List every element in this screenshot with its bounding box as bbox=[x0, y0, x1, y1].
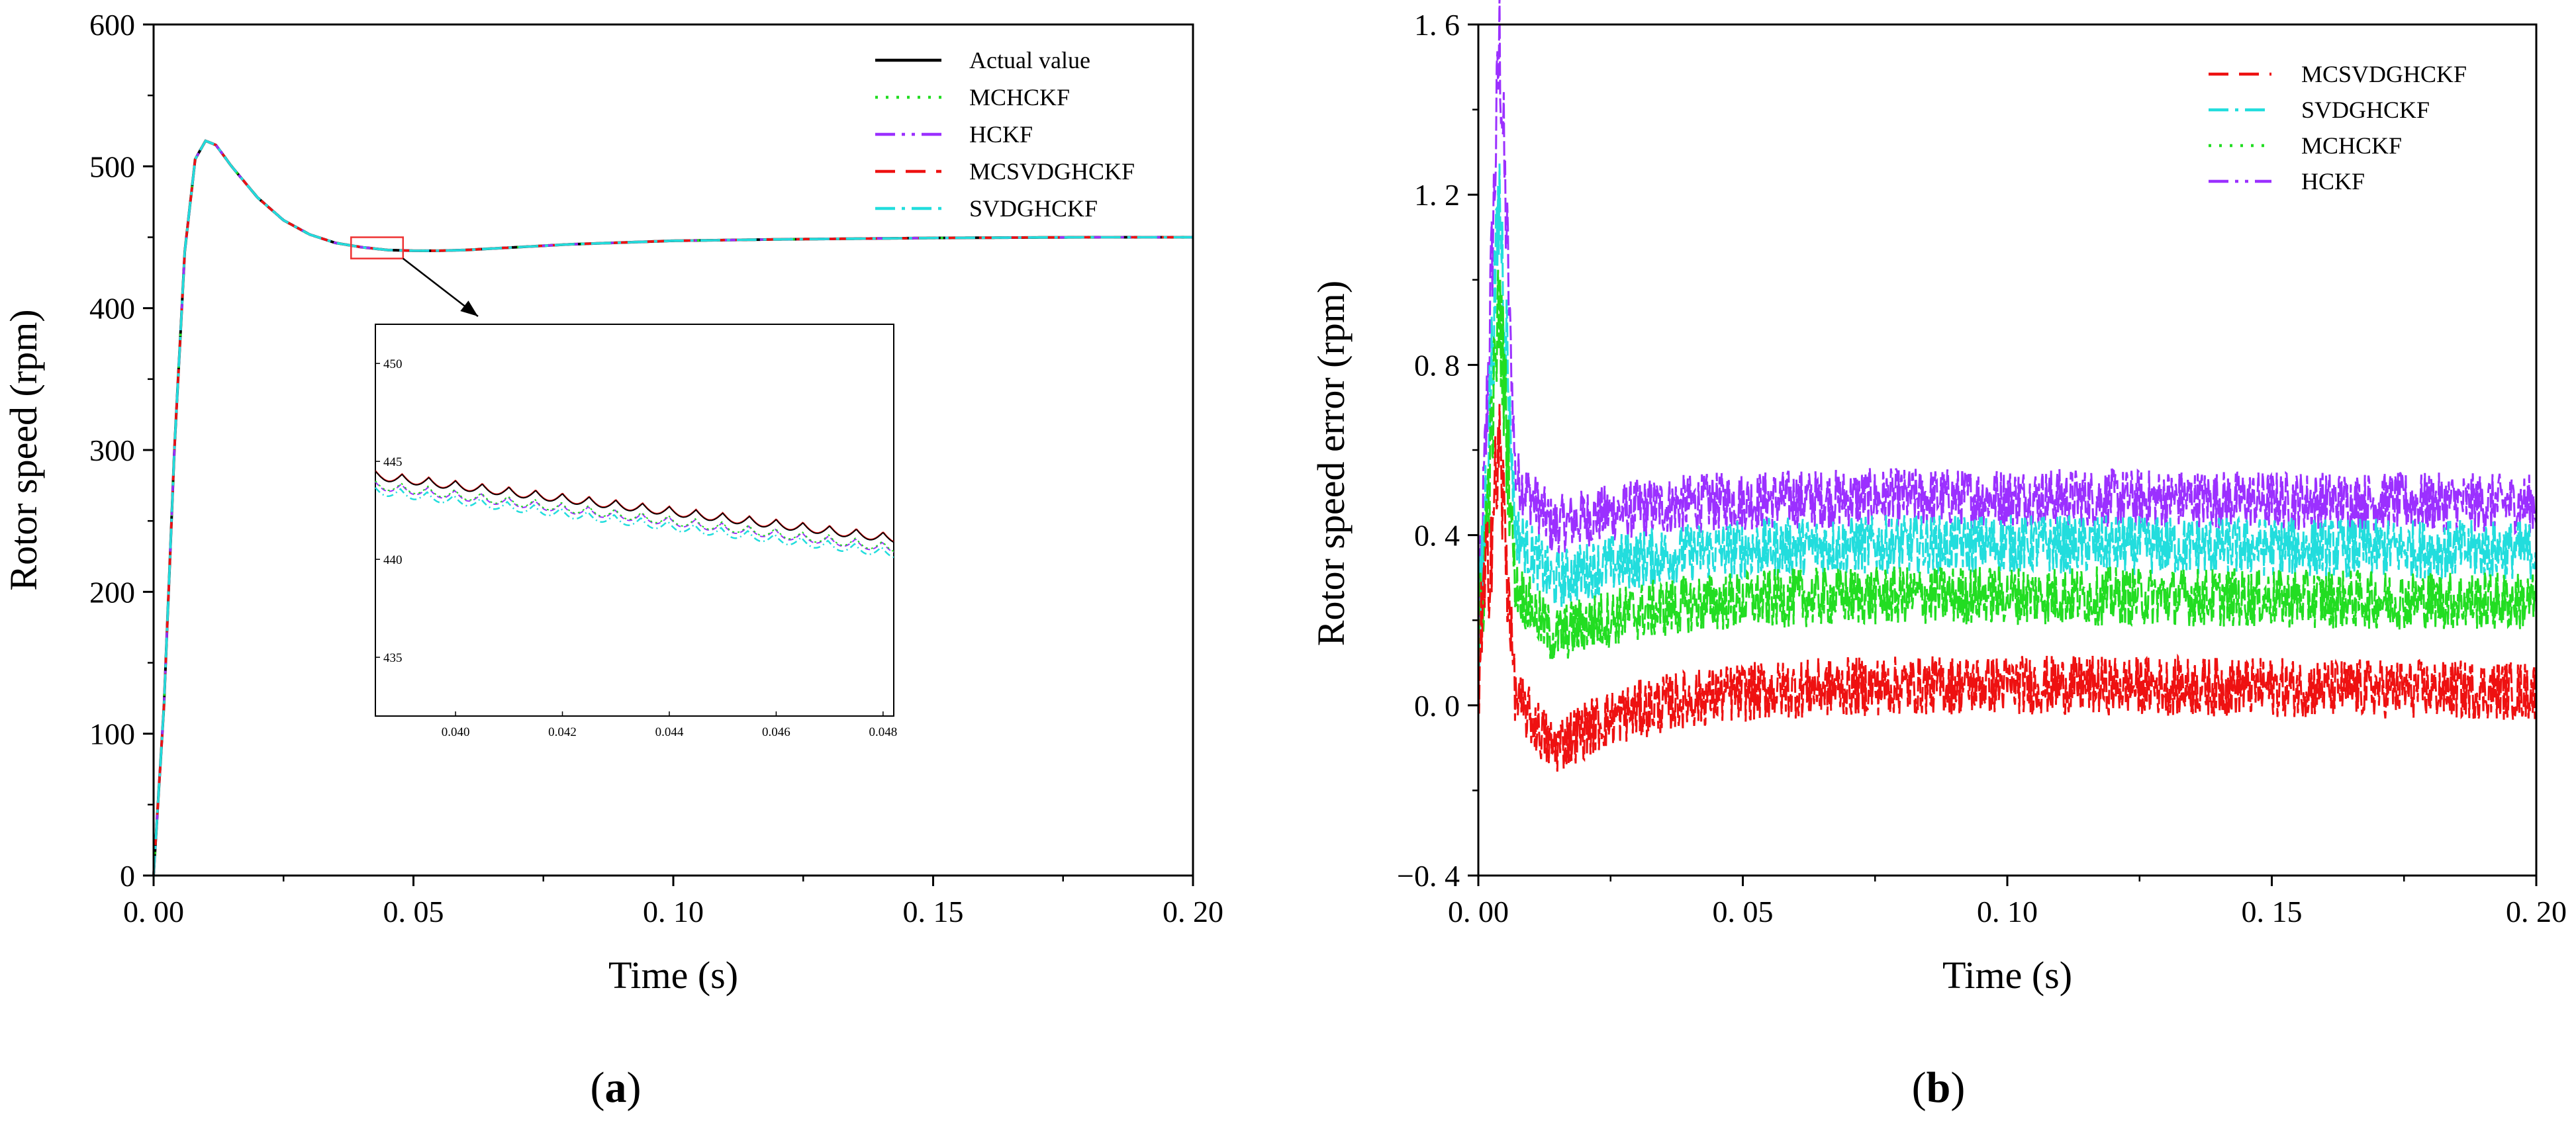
panel-a-inset-y-tick-label: 435 bbox=[383, 651, 403, 665]
panel-a-x-tick-label: 0. 10 bbox=[643, 895, 704, 928]
panel-a-caption-close: ) bbox=[627, 1063, 642, 1112]
panel-a-rotor-speed-chart: 0. 00 0. 05 0. 10 0. 15 0. 20 0 100 200 300 400 50… bbox=[2, 8, 1223, 1112]
panel-a-inset-x-tick-label: 0.044 bbox=[655, 725, 684, 739]
panel-b-legend-label: MCSVDGHCKF bbox=[2301, 61, 2467, 87]
panel-a-inset-line-svdghckf bbox=[375, 486, 894, 559]
panel-b-rotor-speed-error-chart: 0. 00 0. 05 0. 10 0. 15 0. 20 −0. 4 0. 0 0. 4 0.… bbox=[1310, 0, 2567, 1112]
panel-a-x-axis-label: Time (s) bbox=[608, 954, 738, 997]
panel-a-inset-y-tick-label: 450 bbox=[383, 357, 403, 371]
panel-a-ticks: 0. 00 0. 05 0. 10 0. 15 0. 20 0 100 200 300 400 50… bbox=[89, 8, 1223, 928]
panel-a-inset-line-hckf bbox=[375, 481, 894, 553]
panel-b-legend-label: MCHCKF bbox=[2301, 132, 2402, 159]
panel-a-y-tick-label: 600 bbox=[89, 8, 135, 42]
panel-a-inset-x-tick-label: 0.046 bbox=[762, 725, 790, 739]
panel-a-caption: (a) bbox=[591, 1063, 642, 1112]
panel-b-caption-open: ( bbox=[1912, 1063, 1927, 1112]
panel-a-inset-x-tick-label: 0.040 bbox=[442, 725, 470, 739]
panel-b-y-tick-label: 0. 4 bbox=[1414, 519, 1460, 553]
panel-b-caption-letter: b bbox=[1927, 1063, 1951, 1112]
panel-b-series-line-mcsvdghckf bbox=[1477, 404, 2538, 772]
panel-a-x-tick-label: 0. 15 bbox=[903, 895, 964, 928]
panel-a-legend-label: SVDGHCKF bbox=[969, 195, 1098, 222]
panel-a-y-tick-label: 400 bbox=[89, 292, 135, 326]
panel-a-zoom-inset: 0.040 0.042 0.044 0.046 0.048 435 440 445 450 bbox=[375, 324, 897, 739]
panel-b-x-tick-label: 0. 20 bbox=[2506, 895, 2567, 928]
panel-b-caption-close: ) bbox=[1950, 1063, 1965, 1112]
panel-b-y-axis-label: Rotor speed error (rpm) bbox=[1310, 281, 1353, 646]
panel-a-inset-x-tick-label: 0.048 bbox=[869, 725, 897, 739]
panel-a-legend-label: HCKF bbox=[969, 121, 1033, 148]
panel-a-inset-line-mchckf bbox=[375, 480, 894, 553]
panel-b-x-axis-label: Time (s) bbox=[1942, 954, 2072, 997]
panel-b-x-tick-label: 0. 00 bbox=[1448, 895, 1509, 928]
panel-a-y-tick-label: 300 bbox=[89, 433, 135, 467]
panel-a-legend-label: MCHCKF bbox=[969, 84, 1070, 111]
panel-a-legend-label: Actual value bbox=[969, 47, 1090, 73]
panel-a-inset-y-tick-label: 440 bbox=[383, 553, 403, 567]
panel-b-ticks: 0. 00 0. 05 0. 10 0. 15 0. 20 −0. 4 0. 0 0. 4 0.… bbox=[1397, 8, 2567, 928]
panel-a-inset-line-actual bbox=[375, 471, 894, 543]
panel-a-caption-open: ( bbox=[591, 1063, 605, 1112]
panel-a-zoom-box bbox=[350, 236, 405, 259]
panel-a-y-tick-label: 500 bbox=[89, 150, 135, 183]
panel-b-legend-label: SVDGHCKF bbox=[2301, 97, 2430, 123]
panel-b-series-line-svdghckf bbox=[1477, 163, 2538, 676]
panel-a-inset-x-tick-label: 0.042 bbox=[548, 725, 577, 739]
panel-b-legend-label: HCKF bbox=[2301, 168, 2365, 195]
panel-b-y-tick-label: 0. 0 bbox=[1414, 689, 1460, 723]
panel-b-x-tick-label: 0. 05 bbox=[1713, 895, 1774, 928]
panel-a-x-tick-label: 0. 00 bbox=[123, 895, 184, 928]
panel-a-zoom-arrow-head bbox=[460, 300, 478, 316]
panel-b-legend: MCSVDGHCKF SVDGHCKF MCHCKF HCKF bbox=[2209, 61, 2467, 195]
panel-a-inset-y-tick-label: 445 bbox=[383, 455, 403, 469]
panel-b-y-tick-label: 1. 2 bbox=[1414, 178, 1460, 212]
panel-a-y-axis-label: Rotor speed (rpm) bbox=[2, 309, 45, 590]
panel-a-x-tick-label: 0. 05 bbox=[383, 895, 444, 928]
panel-a-caption-letter: a bbox=[605, 1063, 627, 1112]
panel-a-x-tick-label: 0. 20 bbox=[1163, 895, 1223, 928]
panel-a-legend-label: MCSVDGHCKF bbox=[969, 158, 1135, 185]
panel-b-caption: (b) bbox=[1912, 1063, 1966, 1112]
panel-a-legend: Actual value MCHCKF HCKF MCSVDGHCKF SVDGHCKF bbox=[875, 47, 1135, 222]
panel-a-y-tick-label: 0 bbox=[120, 859, 135, 893]
panel-b-x-tick-label: 0. 10 bbox=[1977, 895, 2038, 928]
panel-b-y-tick-label: 0. 8 bbox=[1414, 348, 1460, 382]
panel-b-y-tick-label: 1. 6 bbox=[1414, 8, 1460, 42]
panel-a-series-line-svdghckf bbox=[152, 139, 1193, 876]
panel-b-x-tick-label: 0. 15 bbox=[2242, 895, 2303, 928]
panel-a-inset-frame bbox=[375, 324, 894, 717]
panel-b-series-line-mchckf bbox=[1477, 269, 2538, 690]
panel-a-y-tick-label: 200 bbox=[89, 575, 135, 609]
panel-a-y-tick-label: 100 bbox=[89, 717, 135, 751]
panel-b-y-tick-label: −0. 4 bbox=[1397, 859, 1460, 893]
